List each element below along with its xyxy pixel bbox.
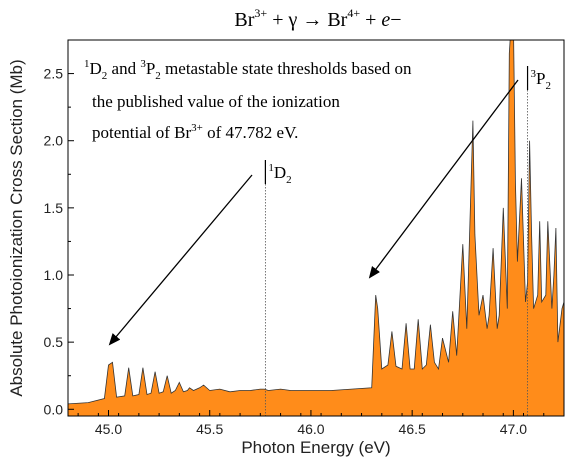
y-axis-title: Absolute Photoionization Cross Section (… bbox=[7, 59, 26, 396]
x-tick-label: 46.0 bbox=[297, 421, 324, 437]
arrow-to-d-series bbox=[108, 174, 253, 346]
x-tick-label: 45.5 bbox=[196, 421, 223, 437]
threshold-label: 3P2 bbox=[531, 68, 551, 92]
y-tick-label: 0.0 bbox=[44, 401, 64, 417]
chart-title: Br3+ + γ → Br4+ + e− bbox=[234, 6, 401, 31]
y-tick-label: 2.0 bbox=[44, 133, 64, 149]
annotation-line-3: potential of Br3+ of 47.782 eV. bbox=[92, 122, 298, 142]
y-tick-label: 1.0 bbox=[44, 267, 64, 283]
series-line bbox=[68, 40, 564, 405]
y-tick-label: 2.5 bbox=[44, 66, 64, 82]
annotation-line-1: 1D2 and 3P2 metastable state thresholds … bbox=[84, 58, 412, 82]
y-tick-label: 1.5 bbox=[44, 200, 64, 216]
annotation-line-2: the published value of the ionization bbox=[92, 92, 340, 111]
x-tick-label: 47.0 bbox=[500, 421, 527, 437]
threshold-label: 1D2 bbox=[268, 162, 291, 186]
x-tick-label: 46.5 bbox=[399, 421, 426, 437]
plot-area bbox=[68, 40, 564, 416]
plot-frame bbox=[67, 39, 565, 417]
x-tick-label: 45.0 bbox=[95, 421, 122, 437]
y-tick-label: 0.5 bbox=[44, 334, 64, 350]
x-axis-title: Photon Energy (eV) bbox=[241, 438, 390, 457]
series-area-fill bbox=[68, 40, 564, 416]
arrow-to-p-series bbox=[368, 79, 519, 279]
